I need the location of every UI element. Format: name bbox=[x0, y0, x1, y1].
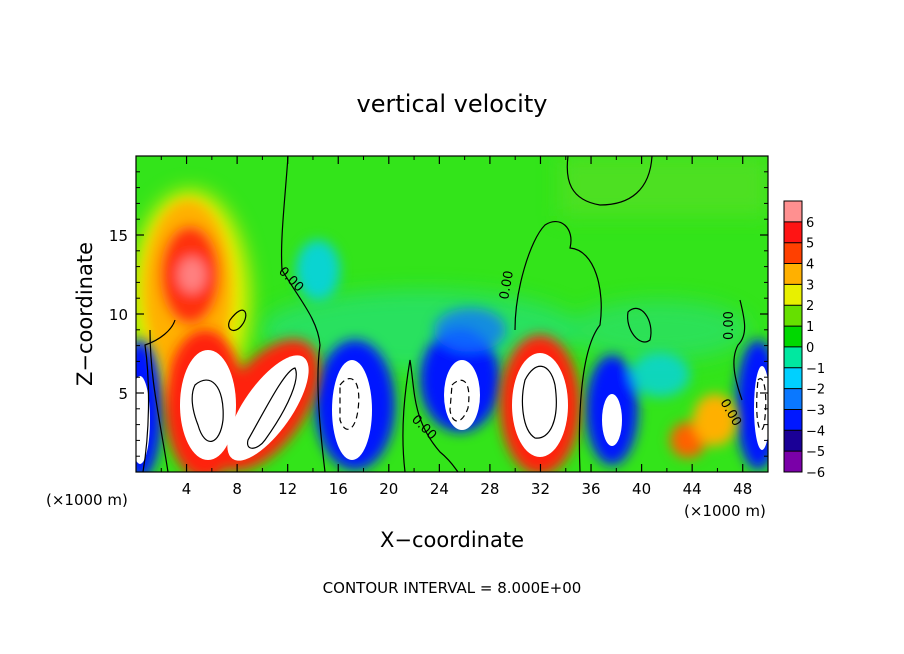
contour-zero-d bbox=[402, 359, 459, 472]
x-tick-label: 44 bbox=[683, 480, 702, 498]
downdraft-core-24 bbox=[444, 360, 480, 430]
contour-dashed-24 bbox=[449, 379, 470, 422]
upper-right-region bbox=[560, 156, 768, 216]
updraft-orange-46 bbox=[693, 394, 737, 446]
colorbar-label: 6 bbox=[806, 216, 814, 231]
colorbar-label: 0 bbox=[806, 341, 814, 356]
contour-zero-h bbox=[228, 309, 247, 332]
contour-zero-i bbox=[627, 307, 652, 343]
colorbar-swatch bbox=[784, 367, 802, 389]
downdraft-cyan-44 bbox=[630, 353, 690, 397]
contour-zero-e bbox=[514, 220, 602, 472]
colorbar-label: −4 bbox=[806, 424, 825, 439]
colorbar-swatch bbox=[784, 263, 802, 285]
downdraft-core-left bbox=[136, 376, 150, 464]
contour-zero-b bbox=[149, 329, 169, 472]
plume-core bbox=[178, 257, 206, 293]
downdraft-upper-cyan bbox=[296, 240, 340, 300]
updraft-core-6 bbox=[180, 350, 236, 460]
x-tick-label: 20 bbox=[379, 480, 398, 498]
colorbar-swatch bbox=[784, 430, 802, 452]
contour-label: 0.00 bbox=[722, 311, 737, 340]
x-tick-label: 16 bbox=[329, 480, 348, 498]
downdraft-cyan-26 bbox=[434, 308, 506, 352]
colorbar-label: 2 bbox=[806, 299, 814, 314]
x-tick-label: 4 bbox=[182, 480, 192, 498]
colorbar-swatch bbox=[784, 284, 802, 306]
colorbar-swatch bbox=[784, 346, 802, 368]
colorbar: −6 −5 −4 −3 −2 −1 0 1 2 3 4 5 6 bbox=[783, 200, 825, 481]
x-unit-left: (×1000 m) bbox=[46, 491, 128, 509]
colorbar-swatch bbox=[784, 221, 802, 243]
x-tick-label: 8 bbox=[232, 480, 242, 498]
x-tick-label: 48 bbox=[733, 480, 752, 498]
colorbar-swatch bbox=[784, 305, 802, 327]
downdraft-core-38 bbox=[602, 394, 622, 446]
colorbar-label: 5 bbox=[806, 237, 814, 252]
x-axis-label: X−coordinate bbox=[380, 528, 524, 552]
contour-interval-note: CONTOUR INTERVAL = 8.000E+00 bbox=[323, 579, 582, 597]
colorbar-swatch bbox=[784, 409, 802, 431]
x-tick-label: 40 bbox=[632, 480, 651, 498]
y-tick-label: 5 bbox=[118, 385, 128, 403]
contour-inner-32 bbox=[521, 365, 557, 439]
plot-area: 0.00 0.00 0.00 0.00 0.00 bbox=[136, 156, 768, 472]
colorbar-label: −5 bbox=[806, 445, 825, 460]
midlevel-cyan-band-right bbox=[570, 300, 750, 360]
x-tick-label: 12 bbox=[278, 480, 297, 498]
colorbar-label: −3 bbox=[806, 403, 825, 418]
x-unit-right: (×1000 m) bbox=[684, 502, 766, 520]
x-axis: 4 8 12 16 20 24 28 32 36 40 44 48 bbox=[160, 156, 752, 498]
contour-zero-f bbox=[566, 156, 653, 206]
colorbar-label: −1 bbox=[806, 362, 825, 377]
colorbar-swatch bbox=[784, 326, 802, 347]
contour-inner-10 bbox=[246, 367, 297, 449]
y-axis-label: Z−coordinate bbox=[73, 242, 97, 386]
updraft-core-10 bbox=[227, 355, 309, 461]
contour-zero-c bbox=[280, 156, 326, 472]
contour-zero-a bbox=[142, 319, 176, 472]
colorbar-swatch bbox=[784, 242, 802, 264]
colorbar-label: −2 bbox=[806, 383, 825, 398]
x-tick-label: 28 bbox=[480, 480, 499, 498]
colorbar-swatch bbox=[784, 388, 802, 410]
contour-inner-6 bbox=[191, 379, 224, 443]
chart-title: vertical velocity bbox=[357, 90, 548, 118]
colorbar-swatch bbox=[784, 451, 802, 472]
colorbar-label: 4 bbox=[806, 258, 814, 273]
contour-zero-g bbox=[733, 299, 746, 401]
colorbar-label: 1 bbox=[806, 320, 814, 335]
x-tick-label: 36 bbox=[581, 480, 600, 498]
colorbar-swatch bbox=[784, 201, 802, 222]
colorbar-label: −6 bbox=[806, 466, 825, 481]
contour-label: 0.00 bbox=[497, 270, 517, 301]
y-axis: 5 10 15 bbox=[109, 171, 768, 457]
updraft-core-32 bbox=[512, 353, 568, 457]
colorbar-label: 3 bbox=[806, 278, 814, 293]
x-tick-label: 24 bbox=[430, 480, 449, 498]
y-tick-label: 10 bbox=[109, 306, 128, 324]
contour-dashed-16 bbox=[339, 378, 360, 430]
x-tick-label: 32 bbox=[531, 480, 550, 498]
downdraft-core-16 bbox=[332, 360, 372, 460]
y-tick-label: 15 bbox=[109, 227, 128, 245]
